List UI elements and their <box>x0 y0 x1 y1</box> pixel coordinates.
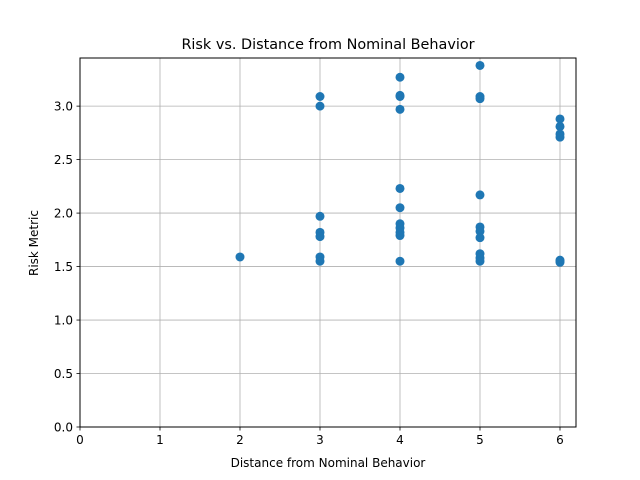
scatter-point <box>395 92 405 102</box>
x-tick-label: 3 <box>316 433 324 447</box>
scatter-point <box>235 252 245 262</box>
scatter-point <box>475 94 485 104</box>
x-tick-label: 6 <box>556 433 564 447</box>
scatter-point <box>315 232 325 242</box>
scatter-point <box>555 257 565 267</box>
x-tick-label: 2 <box>236 433 244 447</box>
scatter-point <box>475 233 485 243</box>
y-tick-label: 1.0 <box>54 313 73 327</box>
plot-frame <box>79 57 577 428</box>
scatter-point <box>555 121 565 131</box>
y-tick-label: 0.5 <box>54 367 73 381</box>
data-points <box>235 60 565 267</box>
y-axis-ticks: 0.0 0.5 1.0 1.5 2.0 2.5 3.0 <box>54 99 80 434</box>
scatter-point <box>315 256 325 266</box>
chart-title: Risk vs. Distance from Nominal Behavior <box>181 37 474 53</box>
x-axis-label: Distance from Nominal Behavior <box>231 456 426 470</box>
scatter-point <box>315 92 325 102</box>
y-tick-label: 1.5 <box>54 260 73 274</box>
y-axis-label: Risk Metric <box>27 210 41 276</box>
x-axis-ticks: 0 1 2 3 4 5 6 <box>76 427 564 447</box>
scatter-point <box>555 114 565 124</box>
x-tick-label: 0 <box>76 433 84 447</box>
scatter-point <box>315 101 325 111</box>
scatter-point <box>475 256 485 266</box>
scatter-point <box>395 256 405 266</box>
x-tick-label: 1 <box>156 433 164 447</box>
y-tick-label: 0.0 <box>54 420 73 434</box>
x-tick-label: 5 <box>476 433 484 447</box>
y-tick-label: 2.5 <box>54 153 73 167</box>
scatter-point <box>555 132 565 142</box>
scatter-point <box>395 104 405 114</box>
scatter-point <box>395 231 405 241</box>
scatter-point <box>315 211 325 221</box>
scatter-point <box>395 72 405 82</box>
scatter-point <box>395 183 405 193</box>
scatter-point <box>475 60 485 70</box>
y-tick-label: 3.0 <box>54 99 73 113</box>
scatter-point <box>395 203 405 213</box>
y-tick-label: 2.0 <box>54 206 73 220</box>
x-tick-label: 4 <box>396 433 404 447</box>
scatter-point <box>475 190 485 200</box>
scatter-point <box>475 226 485 236</box>
